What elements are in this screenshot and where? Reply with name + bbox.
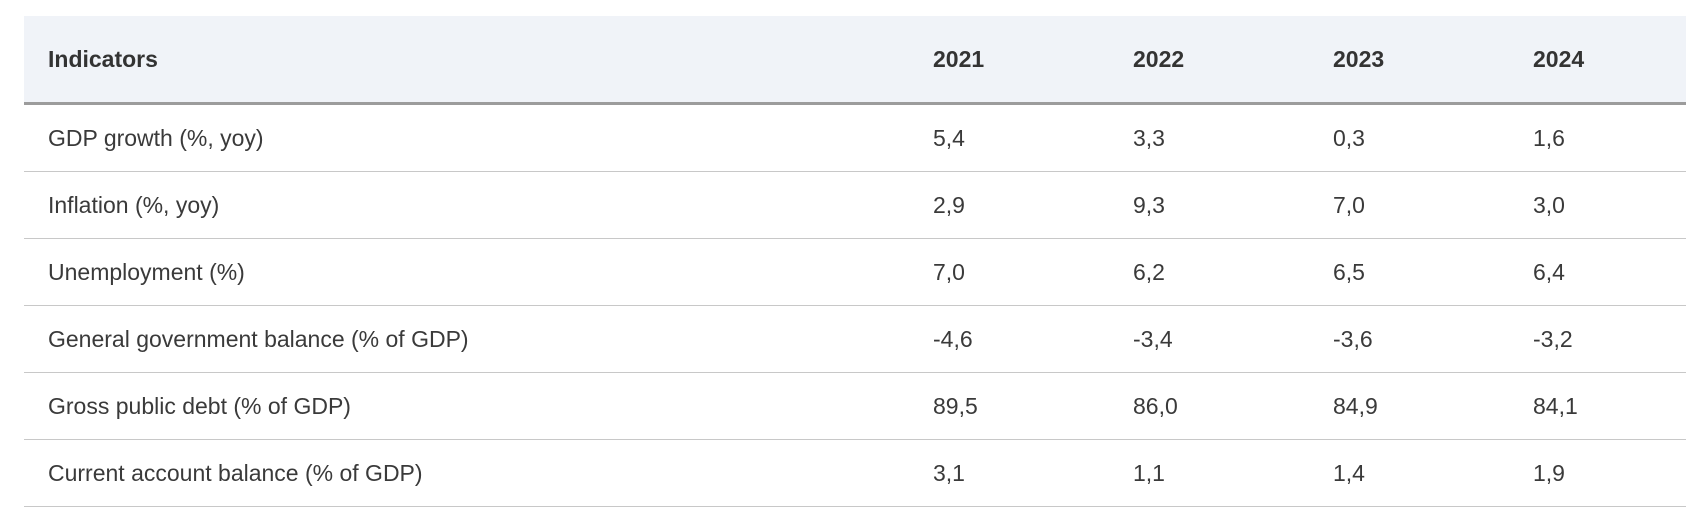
table-row: Inflation (%, yoy) 2,9 9,3 7,0 3,0 <box>24 171 1686 239</box>
indicator-label: General government balance (% of GDP) <box>24 305 909 373</box>
table-header-row: Indicators 2021 2022 2023 2024 <box>24 16 1686 105</box>
indicator-label: Inflation (%, yoy) <box>24 171 909 239</box>
table-row: Current account balance (% of GDP) 3,1 1… <box>24 439 1686 507</box>
value-cell: 89,5 <box>909 372 1109 440</box>
table-row: Unemployment (%) 7,0 6,2 6,5 6,4 <box>24 238 1686 306</box>
header-year-2021: 2021 <box>909 16 1109 105</box>
value-cell: 1,4 <box>1309 439 1509 507</box>
value-cell: 84,1 <box>1509 372 1686 440</box>
value-cell: 1,6 <box>1509 103 1686 172</box>
indicator-label: Gross public debt (% of GDP) <box>24 372 909 440</box>
indicators-table-container: Indicators 2021 2022 2023 2024 GDP growt… <box>24 16 1686 507</box>
indicator-label: GDP growth (%, yoy) <box>24 103 909 172</box>
value-cell: 86,0 <box>1109 372 1309 440</box>
table-row: Gross public debt (% of GDP) 89,5 86,0 8… <box>24 372 1686 440</box>
value-cell: -3,2 <box>1509 305 1686 373</box>
header-year-2024: 2024 <box>1509 16 1686 105</box>
value-cell: 84,9 <box>1309 372 1509 440</box>
value-cell: 7,0 <box>1309 171 1509 239</box>
value-cell: 0,3 <box>1309 103 1509 172</box>
value-cell: -3,4 <box>1109 305 1309 373</box>
value-cell: 3,1 <box>909 439 1109 507</box>
value-cell: 5,4 <box>909 103 1109 172</box>
indicators-table: Indicators 2021 2022 2023 2024 GDP growt… <box>24 16 1686 507</box>
value-cell: 1,1 <box>1109 439 1309 507</box>
header-indicators: Indicators <box>24 16 909 105</box>
value-cell: 7,0 <box>909 238 1109 306</box>
value-cell: 3,3 <box>1109 103 1309 172</box>
indicator-label: Current account balance (% of GDP) <box>24 439 909 507</box>
indicator-label: Unemployment (%) <box>24 238 909 306</box>
header-year-2023: 2023 <box>1309 16 1509 105</box>
value-cell: 6,5 <box>1309 238 1509 306</box>
table-row: General government balance (% of GDP) -4… <box>24 305 1686 373</box>
value-cell: 9,3 <box>1109 171 1309 239</box>
value-cell: -4,6 <box>909 305 1109 373</box>
value-cell: 6,2 <box>1109 238 1309 306</box>
value-cell: 1,9 <box>1509 439 1686 507</box>
value-cell: 3,0 <box>1509 171 1686 239</box>
value-cell: -3,6 <box>1309 305 1509 373</box>
table-row: GDP growth (%, yoy) 5,4 3,3 0,3 1,6 <box>24 103 1686 172</box>
header-year-2022: 2022 <box>1109 16 1309 105</box>
value-cell: 2,9 <box>909 171 1109 239</box>
value-cell: 6,4 <box>1509 238 1686 306</box>
